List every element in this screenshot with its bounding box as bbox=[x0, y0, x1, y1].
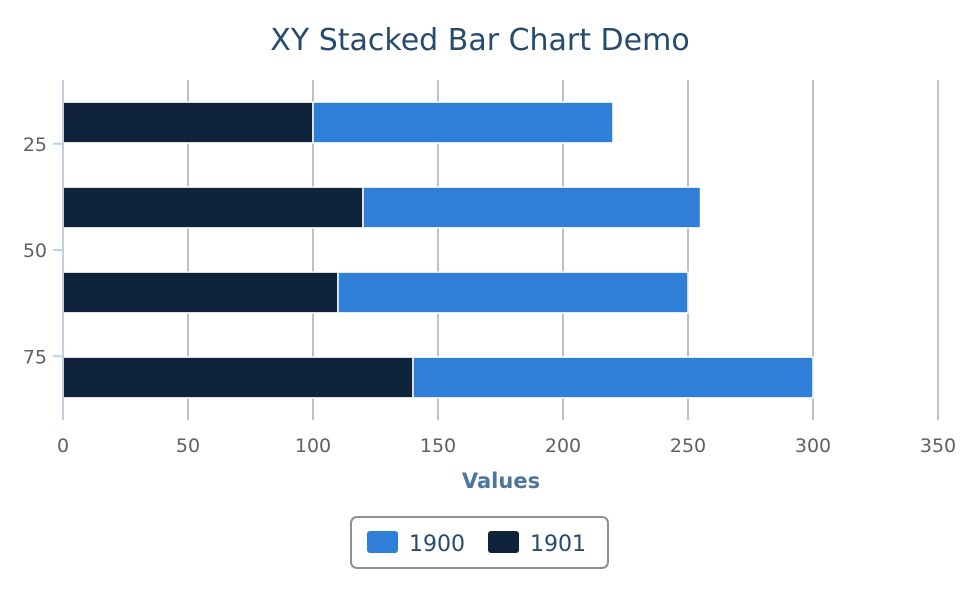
legend-label-1901[interactable]: 1901 bbox=[530, 532, 586, 557]
bar-1900-3[interactable] bbox=[337, 271, 689, 314]
bar-1900-2[interactable] bbox=[362, 186, 702, 229]
x-tick-label: 100 bbox=[295, 435, 331, 457]
bar-1901-3[interactable] bbox=[62, 271, 339, 314]
bar-1901-4[interactable] bbox=[62, 356, 414, 399]
x-tick-label: 300 bbox=[795, 435, 831, 457]
x-tick-label: 150 bbox=[420, 435, 456, 457]
bar-1901-2[interactable] bbox=[62, 186, 364, 229]
legend-label-1900[interactable]: 1900 bbox=[409, 532, 465, 557]
x-tick-label: 0 bbox=[57, 435, 69, 457]
bar-1901-1[interactable] bbox=[62, 101, 314, 144]
x-tick-label: 350 bbox=[920, 435, 956, 457]
bar-1900-1[interactable] bbox=[312, 101, 614, 144]
tick-labels: 0 50 100 150 200 250 300 350 25 50 75 bbox=[23, 134, 956, 457]
x-tick-label: 250 bbox=[670, 435, 706, 457]
axes bbox=[53, 80, 64, 420]
legend-swatch-1901 bbox=[488, 531, 519, 553]
y-tick-label: 25 bbox=[23, 134, 47, 156]
legend-box bbox=[350, 516, 609, 569]
chart-title: XY Stacked Bar Chart Demo bbox=[270, 23, 689, 58]
x-tick-label: 200 bbox=[545, 435, 581, 457]
legend-swatch-1900 bbox=[367, 531, 398, 553]
y-tick-label: 50 bbox=[23, 240, 47, 262]
bar-group bbox=[62, 101, 814, 399]
bar-1900-4[interactable] bbox=[412, 356, 814, 399]
y-tick-label: 75 bbox=[23, 346, 47, 368]
legend[interactable]: 1900 1901 bbox=[350, 516, 609, 569]
x-tick-label: 50 bbox=[176, 435, 200, 457]
x-axis-title: Values bbox=[462, 469, 540, 493]
